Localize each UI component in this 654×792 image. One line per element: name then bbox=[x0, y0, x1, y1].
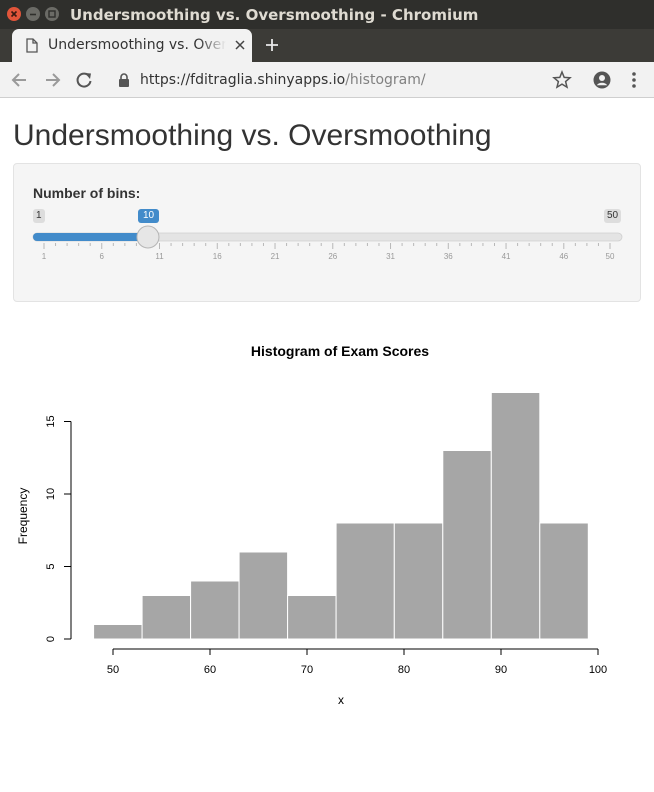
window-minimize-button[interactable] bbox=[26, 7, 40, 21]
tab-strip: Undersmoothing vs. Oversmoothing bbox=[0, 29, 654, 62]
new-tab-icon[interactable] bbox=[264, 37, 280, 53]
url-path: /histogram/ bbox=[345, 72, 426, 88]
histogram-bar bbox=[93, 624, 143, 640]
x-tick-label: 70 bbox=[301, 664, 313, 676]
page-title: Undersmoothing vs. Oversmoothing bbox=[13, 119, 492, 152]
x-tick-label: 100 bbox=[589, 664, 607, 676]
y-tick-label: 10 bbox=[45, 488, 57, 500]
chart-x-axis-label: x bbox=[338, 693, 344, 707]
minimize-icon bbox=[30, 13, 36, 16]
x-tick-label: 90 bbox=[495, 664, 507, 676]
slider-tick-label: 50 bbox=[606, 252, 615, 261]
slider-tick-label: 11 bbox=[155, 252, 164, 261]
slider-tick-label: 46 bbox=[559, 252, 568, 261]
bins-label: Number of bins: bbox=[33, 185, 141, 201]
slider-tick-label: 36 bbox=[444, 252, 453, 261]
slider-value-label: 10 bbox=[137, 209, 160, 223]
slider-tick-label: 41 bbox=[502, 252, 511, 261]
window-titlebar: Undersmoothing vs. Oversmoothing - Chrom… bbox=[0, 0, 654, 29]
histogram-bar bbox=[141, 595, 192, 640]
slider-tick-label: 16 bbox=[213, 252, 222, 261]
menu-kebab-icon[interactable] bbox=[624, 70, 644, 90]
histogram-bar bbox=[238, 551, 289, 640]
histogram-bar bbox=[539, 522, 589, 640]
x-tick-label: 50 bbox=[107, 664, 119, 676]
slider-tick-label: 31 bbox=[386, 252, 395, 261]
reload-icon[interactable] bbox=[74, 70, 94, 90]
slider-min-label: 1 bbox=[33, 209, 45, 223]
y-tick-label: 0 bbox=[45, 636, 57, 642]
slider-max-label: 50 bbox=[604, 209, 622, 223]
star-icon[interactable] bbox=[552, 70, 572, 90]
address-bar[interactable]: https://fditraglia.shinyapps.io/histogra… bbox=[105, 65, 583, 95]
histogram-chart: Histogram of Exam Scores Frequency x 50 6… bbox=[16, 343, 607, 707]
account-icon[interactable] bbox=[592, 70, 612, 90]
histogram-bar bbox=[490, 392, 541, 640]
window-maximize-button[interactable] bbox=[45, 7, 59, 21]
url-host: https://fditraglia.shinyapps.io bbox=[140, 72, 346, 88]
slider-fill bbox=[33, 233, 148, 241]
sidebar-panel: Number of bins: 1 50 10 1 6 11 16 21 26 31 36 41… bbox=[13, 163, 641, 302]
tab-title: Undersmoothing vs. Oversmoothing bbox=[48, 37, 226, 53]
y-tick-label: 5 bbox=[45, 563, 57, 569]
y-tick-label: 15 bbox=[45, 415, 57, 427]
browser-toolbar: https://fditraglia.shinyapps.io/histogra… bbox=[0, 62, 654, 98]
bins-slider[interactable]: 1 6 11 16 21 26 31 36 41 46 50 bbox=[14, 164, 642, 303]
histogram-bar bbox=[287, 595, 337, 640]
histogram-bar bbox=[190, 580, 240, 640]
tab-active[interactable]: Undersmoothing vs. Oversmoothing bbox=[12, 29, 252, 62]
forward-arrow-icon[interactable] bbox=[42, 70, 62, 90]
back-arrow-icon[interactable] bbox=[10, 70, 30, 90]
tab-close-icon[interactable] bbox=[234, 39, 246, 51]
histogram-bar bbox=[335, 522, 395, 640]
slider-tick-label: 1 bbox=[42, 252, 47, 261]
document-icon bbox=[26, 38, 38, 53]
chart-title: Histogram of Exam Scores bbox=[251, 343, 429, 359]
x-tick-label: 60 bbox=[204, 664, 216, 676]
chart-y-axis-label: Frequency bbox=[16, 488, 30, 545]
window-close-button[interactable] bbox=[7, 7, 21, 21]
maximize-icon bbox=[48, 10, 56, 18]
page-content: Undersmoothing vs. Oversmoothing Number … bbox=[0, 99, 654, 792]
slider-tick-label: 21 bbox=[271, 252, 280, 261]
url-text: https://fditraglia.shinyapps.io/histogra… bbox=[140, 72, 426, 88]
x-tick-label: 80 bbox=[398, 664, 410, 676]
slider-tick-label: 6 bbox=[100, 252, 105, 261]
histogram-bar bbox=[393, 522, 444, 640]
lock-icon bbox=[119, 73, 129, 87]
slider-tick-label: 26 bbox=[328, 252, 337, 261]
window-title: Undersmoothing vs. Oversmoothing - Chrom… bbox=[70, 6, 479, 24]
close-icon bbox=[10, 10, 18, 18]
slider-handle[interactable] bbox=[136, 225, 160, 249]
histogram-bar bbox=[442, 450, 492, 640]
